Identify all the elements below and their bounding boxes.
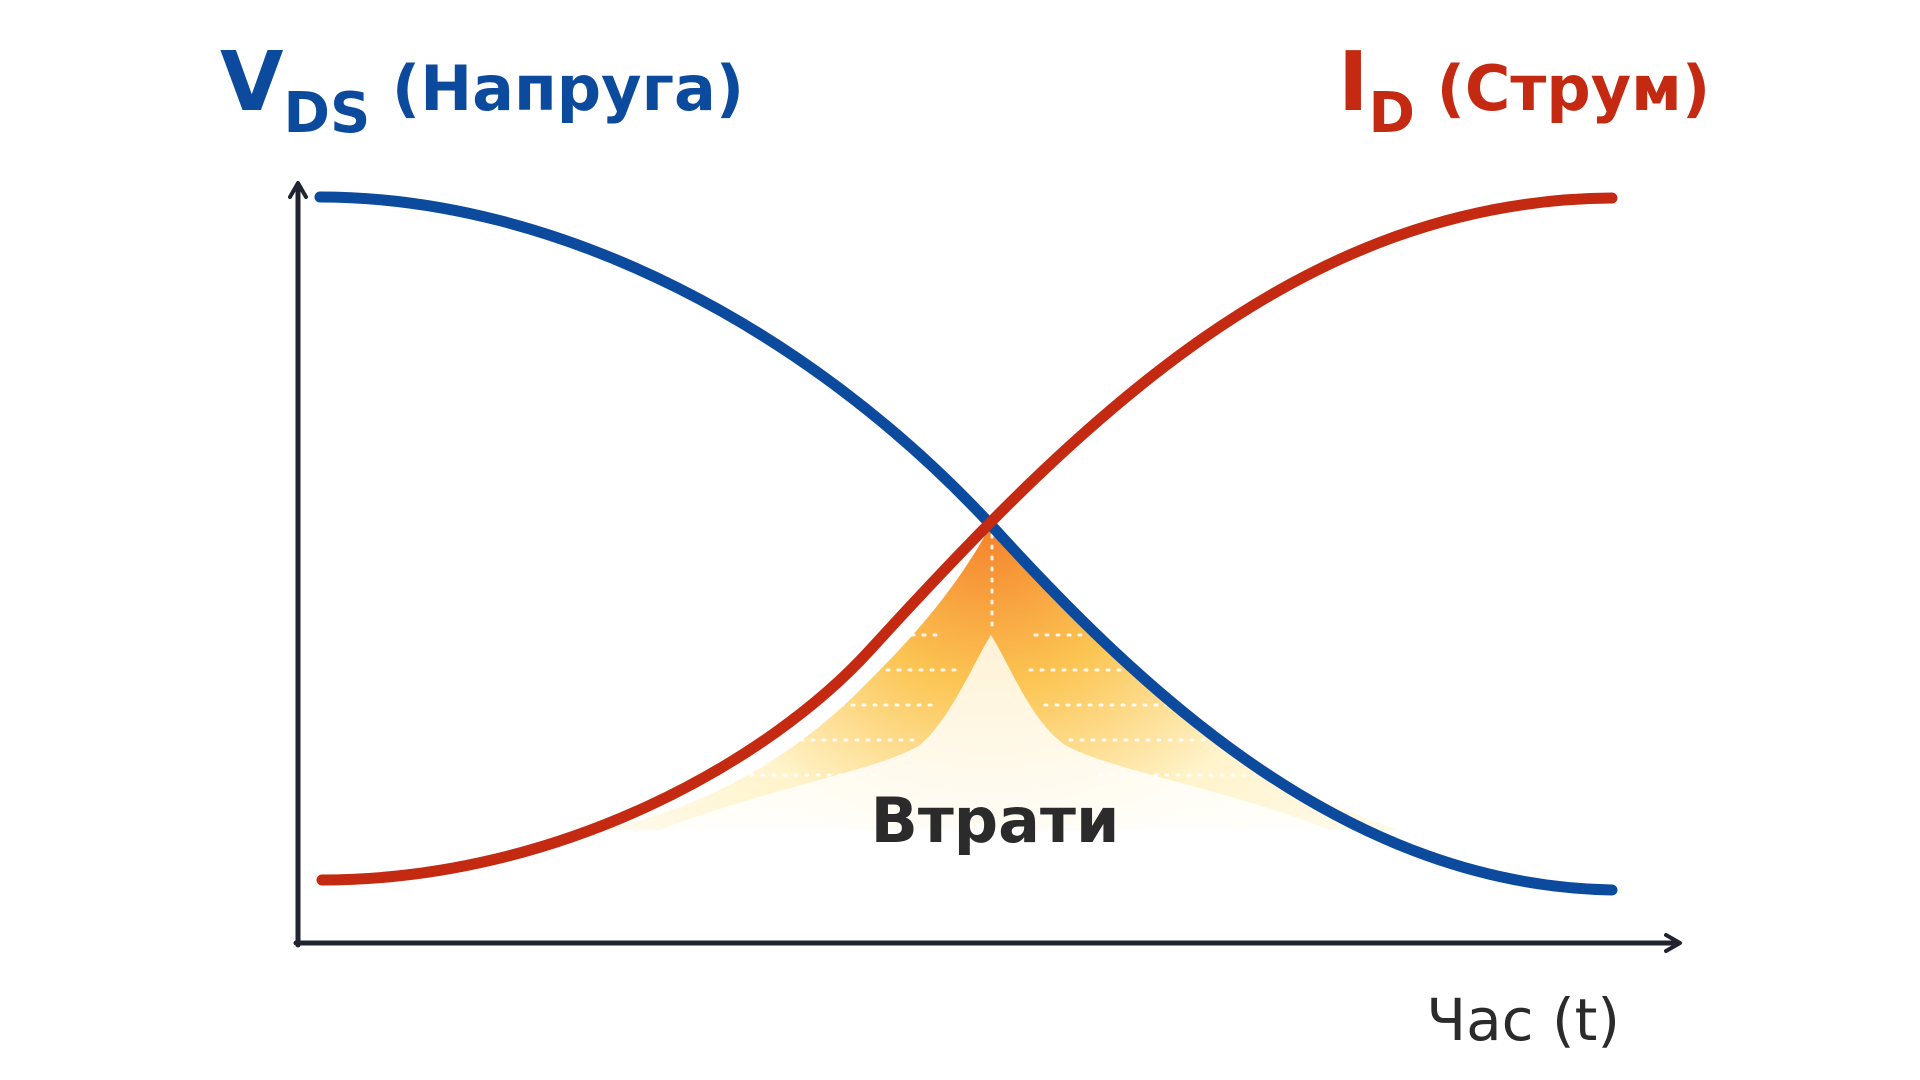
current-curve (316, 192, 1618, 886)
time-axis-label: Час (t) (1426, 986, 1620, 1054)
voltage-label: VDS (Напруга) (220, 35, 744, 146)
voltage-symbol: V (220, 35, 284, 130)
loss-inner-peak (660, 635, 1330, 830)
current-symbol: I (1338, 35, 1369, 130)
current-subscript: D (1369, 81, 1415, 146)
losses-label: Втрати (871, 784, 1120, 857)
loss-dotted-guides (738, 533, 1262, 777)
voltage-description: (Напруга) (370, 52, 744, 125)
current-label: ID (Струм) (1338, 35, 1710, 146)
voltage-subscript: DS (283, 81, 370, 146)
current-description: (Струм) (1415, 52, 1710, 125)
